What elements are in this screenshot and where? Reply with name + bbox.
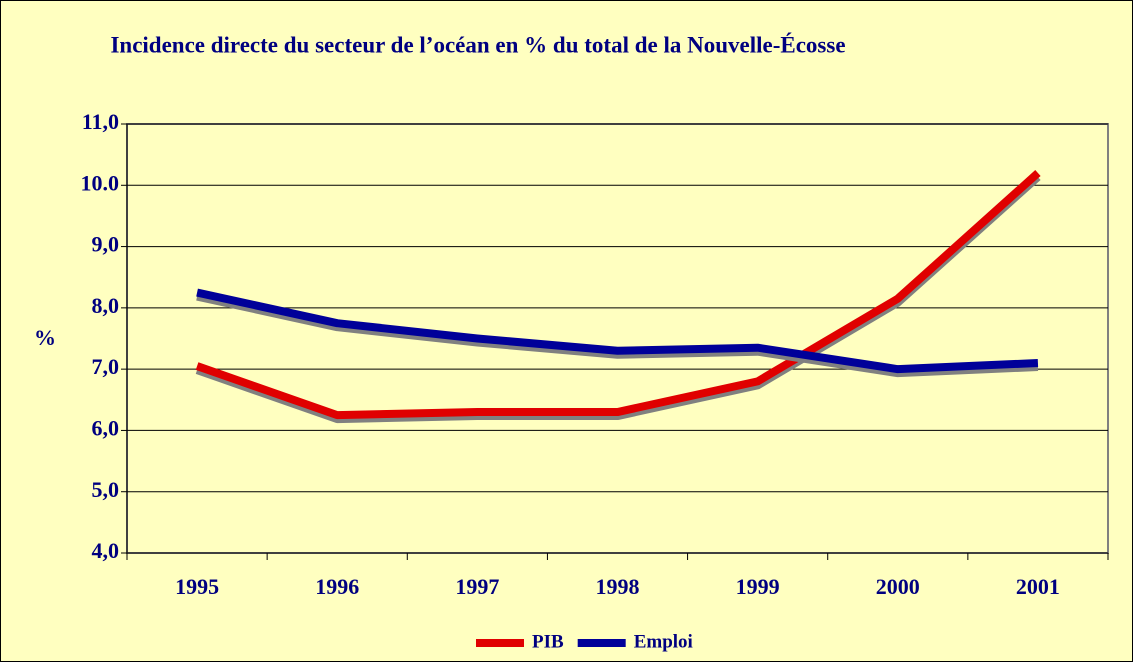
x-tick-label: 2000: [876, 574, 920, 599]
y-tick-label: 11,0: [82, 109, 119, 134]
chart-title: Incidence directe du secteur de l’océan …: [110, 32, 845, 57]
y-tick-label: 6,0: [92, 415, 120, 440]
y-tick-label: 4,0: [92, 538, 120, 563]
y-tick-label: 5,0: [92, 477, 120, 502]
y-axis-label: %: [34, 325, 56, 350]
x-tick-label: 1995: [175, 574, 219, 599]
legend-label: Emploi: [634, 631, 693, 652]
x-tick-label: 1999: [736, 574, 780, 599]
x-tick-label: 2001: [1016, 574, 1060, 599]
y-tick-label: 7,0: [92, 354, 120, 379]
y-tick-label: 10.0: [81, 170, 120, 195]
line: [196, 288, 1039, 374]
x-tick-label: 1996: [315, 574, 359, 599]
plot-area: [126, 123, 1109, 554]
line: [195, 170, 1041, 420]
x-tick-label: 1997: [455, 574, 499, 599]
y-tick-label: 8,0: [92, 293, 120, 318]
x-tick-label: 1998: [596, 574, 640, 599]
y-tick-label: 9,0: [92, 232, 120, 257]
legend-label: PIB: [532, 631, 564, 652]
